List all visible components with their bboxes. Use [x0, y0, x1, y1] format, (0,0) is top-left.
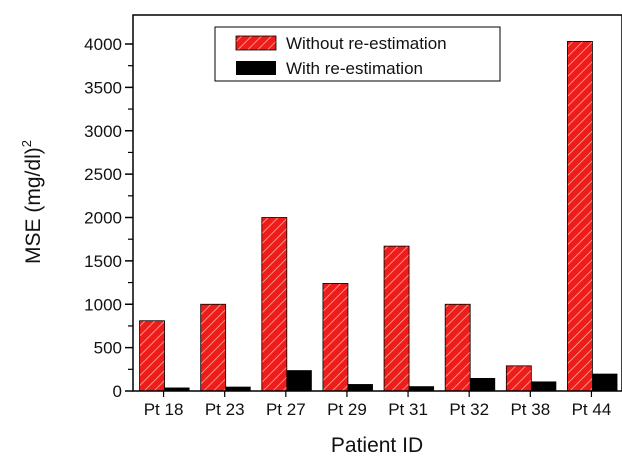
- x-tick-label: Pt 23: [205, 400, 245, 419]
- x-tick-label: Pt 27: [266, 400, 306, 419]
- bar-with-re-estimation: [409, 386, 435, 391]
- bar-with-re-estimation: [347, 384, 373, 391]
- x-tick-label: Pt 18: [144, 400, 184, 419]
- y-axis-title-text: MSE (mg/dl): [22, 147, 45, 264]
- y-tick-label: 3000: [84, 122, 122, 141]
- bar-with-re-estimation: [470, 377, 496, 391]
- bar-without-re-estimation: [567, 40, 593, 392]
- x-axis-title: Patient ID: [331, 434, 423, 457]
- x-tick-label: Pt 31: [388, 400, 428, 419]
- bar-with-re-estimation: [531, 381, 557, 391]
- bars-layer: [139, 40, 618, 392]
- bar-with-re-estimation: [592, 373, 618, 391]
- y-tick-label: 1500: [84, 252, 122, 271]
- bar-with-re-estimation: [225, 386, 251, 391]
- bar-without-re-estimation: [444, 303, 471, 392]
- x-tick-label: Pt 44: [572, 400, 612, 419]
- legend-label-with: With re-estimation: [286, 59, 423, 78]
- bar-without-re-estimation: [139, 320, 165, 392]
- bar-without-re-estimation: [322, 283, 349, 392]
- y-tick-label: 2000: [84, 209, 122, 228]
- y-tick-label: 500: [94, 339, 122, 358]
- bar-without-re-estimation: [261, 217, 288, 392]
- y-tick-label: 4000: [84, 35, 122, 54]
- legend-label-without: Without re-estimation: [286, 34, 447, 53]
- legend-swatch-with: [236, 61, 276, 75]
- legend: Without re-estimation With re-estimation: [214, 26, 501, 82]
- x-tick-label: Pt 38: [510, 400, 550, 419]
- legend-swatch-without: [235, 35, 277, 51]
- bar-with-re-estimation: [286, 370, 312, 391]
- y-tick-label: 0: [113, 382, 122, 401]
- y-tick-label: 1000: [84, 295, 122, 314]
- plot-frame: [132, 14, 622, 392]
- x-tick-label: Pt 29: [327, 400, 367, 419]
- x-axis: Pt 18 Pt 23 Pt 27 Pt 29 Pt 31 Pt 32 Pt 38 Pt 44: [144, 391, 612, 419]
- y-axis: 0 500 1000 1500 2000 2500 3000 3500 4000: [84, 35, 133, 401]
- bar-without-re-estimation: [505, 365, 532, 392]
- y-axis-title-superscript: 2: [19, 140, 34, 147]
- y-axis-title: MSE (mg/dl)2: [19, 140, 45, 264]
- y-tick-label: 3500: [84, 78, 122, 97]
- y-tick-label: 2500: [84, 165, 122, 184]
- bar-with-re-estimation: [164, 387, 190, 391]
- bar-without-re-estimation: [383, 245, 410, 392]
- x-tick-label: Pt 32: [449, 400, 489, 419]
- bar-without-re-estimation: [200, 303, 227, 392]
